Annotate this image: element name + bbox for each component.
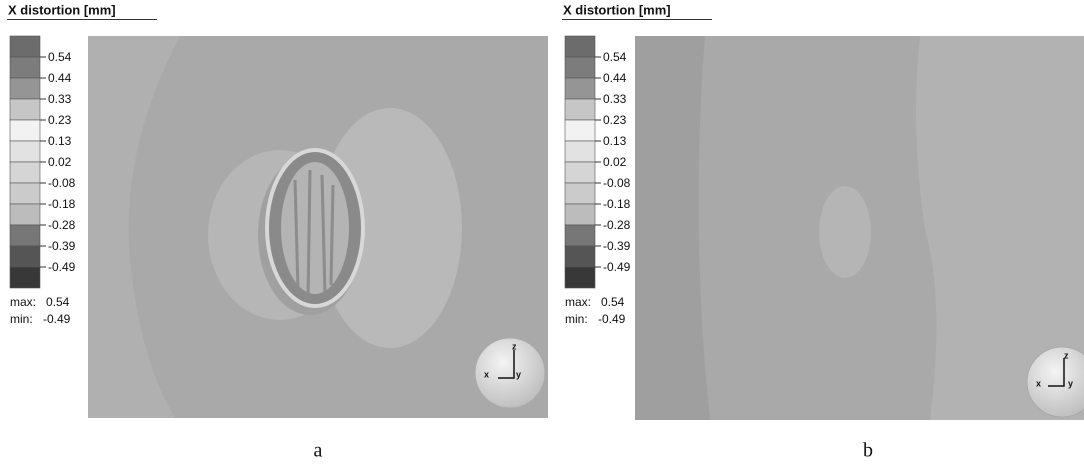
legend-swatch <box>565 204 595 225</box>
legend-swatch <box>565 246 595 267</box>
legend-swatch <box>10 267 40 288</box>
axis-z: z <box>1064 350 1069 360</box>
min-value: -0.49 <box>598 312 626 326</box>
min-label: min: <box>565 312 588 326</box>
legend-label: -0.18 <box>48 197 76 211</box>
legend-swatch <box>565 99 595 120</box>
legend-label: -0.49 <box>48 260 76 274</box>
axis-x: x <box>1036 378 1041 388</box>
legend-swatch <box>10 225 40 246</box>
panel-title: X distortion [mm] <box>8 2 116 17</box>
legend-swatch <box>565 78 595 99</box>
legend-swatch <box>565 36 595 57</box>
legend-label: 0.02 <box>603 155 627 169</box>
legend-label: 0.13 <box>48 134 72 148</box>
legend-label: -0.49 <box>603 260 631 274</box>
caption: b <box>863 440 873 462</box>
legend-label: 0.13 <box>603 134 627 148</box>
legend-label: -0.28 <box>603 218 631 232</box>
legend-swatch <box>10 57 40 78</box>
legend-label: 0.23 <box>603 113 627 127</box>
legend-swatch <box>10 99 40 120</box>
legend-swatch <box>10 183 40 204</box>
figure: X distortion [mm] 0.54 0.44 0.33 0.23 0.13 0.0… <box>0 0 1084 464</box>
legend-swatch <box>10 246 40 267</box>
legend-label: -0.08 <box>48 176 76 190</box>
panel-title: X distortion [mm] <box>563 2 671 17</box>
legend-swatch <box>10 141 40 162</box>
contour-image-b <box>635 36 1084 420</box>
legend-swatch <box>10 36 40 57</box>
contour-image-a <box>88 36 548 418</box>
min-value: -0.49 <box>43 312 71 326</box>
legend-swatch <box>10 162 40 183</box>
axis-y: y <box>516 369 521 379</box>
max-label: max: <box>565 295 591 309</box>
legend-label: -0.39 <box>603 239 631 253</box>
legend-label: -0.18 <box>603 197 631 211</box>
legend-swatch <box>565 57 595 78</box>
max-label: max: <box>10 295 36 309</box>
axis-y: y <box>1068 378 1073 388</box>
legend-swatch <box>10 204 40 225</box>
legend-label: 0.44 <box>48 71 72 85</box>
legend-swatch <box>10 120 40 141</box>
legend-label: 0.23 <box>48 113 72 127</box>
min-label: min: <box>10 312 33 326</box>
legend-swatch <box>565 225 595 246</box>
legend-swatch <box>565 141 595 162</box>
legend-label: 0.33 <box>603 92 627 106</box>
legend-label: -0.28 <box>48 218 76 232</box>
legend-label: 0.02 <box>48 155 72 169</box>
legend-label: 0.54 <box>48 50 72 64</box>
legend-swatch <box>565 162 595 183</box>
legend-label: -0.08 <box>603 176 631 190</box>
legend-swatch <box>565 267 595 288</box>
legend-label: 0.33 <box>48 92 72 106</box>
legend-swatch <box>565 183 595 204</box>
axis-z: z <box>512 341 517 351</box>
legend-label: -0.39 <box>48 239 76 253</box>
max-value: 0.54 <box>46 295 70 309</box>
caption: a <box>314 440 323 462</box>
legend-swatch <box>565 120 595 141</box>
legend-label: 0.54 <box>603 50 627 64</box>
legend-swatch <box>10 78 40 99</box>
axis-x: x <box>484 369 489 379</box>
max-value: 0.54 <box>601 295 625 309</box>
legend-label: 0.44 <box>603 71 627 85</box>
